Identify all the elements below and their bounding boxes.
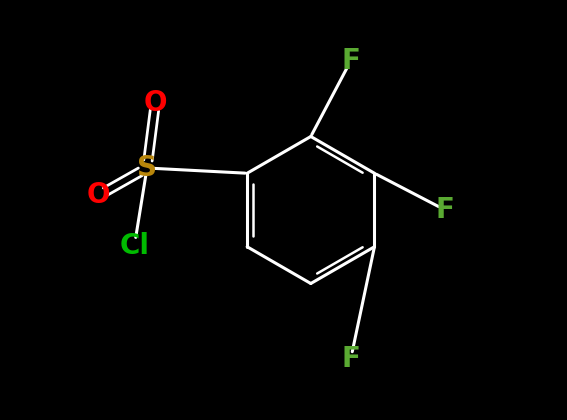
Text: S: S	[137, 154, 157, 182]
Text: Cl: Cl	[120, 232, 149, 260]
Text: F: F	[341, 47, 360, 75]
Text: F: F	[436, 196, 455, 224]
Text: O: O	[143, 89, 167, 117]
Text: F: F	[341, 345, 360, 373]
Text: O: O	[87, 181, 111, 209]
